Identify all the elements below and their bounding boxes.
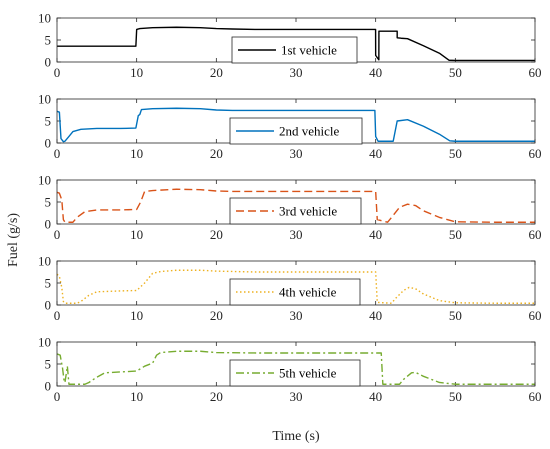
x-tick-label: 10 xyxy=(130,389,143,404)
x-tick-label: 30 xyxy=(290,227,303,242)
series-line xyxy=(56,107,535,143)
x-tick-label: 40 xyxy=(369,389,382,404)
x-tick-label: 50 xyxy=(449,146,462,161)
x-tick-label: 0 xyxy=(54,146,61,161)
y-tick-label: 5 xyxy=(45,276,52,291)
x-tick-label: 50 xyxy=(449,389,462,404)
x-tick-label: 40 xyxy=(369,227,382,242)
y-tick-label: 0 xyxy=(45,379,52,394)
y-axis-label: Fuel (g/s) xyxy=(6,213,21,267)
y-tick-label: 5 xyxy=(45,33,52,48)
y-tick-label: 10 xyxy=(38,173,51,188)
panel-2: 0 10 20 30 40 50 60 0 5 10 2nd vehicle xyxy=(38,92,542,162)
x-tick-label: 0 xyxy=(54,65,61,80)
panel-1: 0 10 20 30 40 50 60 0 5 10 1st vehicle xyxy=(38,11,542,81)
y-tick-label: 0 xyxy=(45,136,52,151)
legend: 5th vehicle xyxy=(229,359,361,387)
legend-box xyxy=(229,278,361,306)
y-tick-label: 0 xyxy=(45,217,52,232)
series-line xyxy=(56,350,535,385)
x-tick-label: 20 xyxy=(210,65,223,80)
legend-box xyxy=(231,36,358,64)
y-tick-label: 0 xyxy=(45,298,52,313)
x-tick-label: 0 xyxy=(54,389,61,404)
x-tick-label: 20 xyxy=(210,308,223,323)
x-tick-label: 60 xyxy=(529,146,542,161)
x-tick-label: 50 xyxy=(449,227,462,242)
x-tick-label: 30 xyxy=(290,65,303,80)
x-tick-label: 10 xyxy=(130,146,143,161)
series-line xyxy=(56,188,535,223)
x-tick-label: 50 xyxy=(449,308,462,323)
y-tick-label: 5 xyxy=(45,114,52,129)
x-tick-label: 30 xyxy=(290,308,303,323)
y-tick-label: 10 xyxy=(38,11,51,26)
x-tick-label: 0 xyxy=(54,308,61,323)
x-tick-label: 40 xyxy=(369,146,382,161)
legend-label: 3rd vehicle xyxy=(279,204,337,219)
x-tick-label: 10 xyxy=(130,308,143,323)
y-tick-label: 10 xyxy=(38,335,51,350)
x-tick-label: 30 xyxy=(290,389,303,404)
x-axis-label: Time (s) xyxy=(272,429,320,444)
x-tick-label: 60 xyxy=(529,65,542,80)
x-tick-label: 10 xyxy=(130,65,143,80)
x-tick-label: 20 xyxy=(210,146,223,161)
legend: 4th vehicle xyxy=(229,278,361,306)
x-tick-label: 20 xyxy=(210,389,223,404)
y-tick-label: 10 xyxy=(38,92,51,107)
x-tick-label: 20 xyxy=(210,227,223,242)
x-tick-label: 60 xyxy=(529,308,542,323)
panel-3: 0 10 20 30 40 50 60 0 5 10 3rd vehicle xyxy=(38,173,542,243)
x-tick-label: 40 xyxy=(369,65,382,80)
panel-4: 0 10 20 30 40 50 60 0 5 10 4th vehicle xyxy=(38,254,542,324)
x-tick-label: 60 xyxy=(529,389,542,404)
series-line xyxy=(57,26,535,62)
x-tick-label: 30 xyxy=(290,146,303,161)
legend: 2nd vehicle xyxy=(229,117,363,145)
legend-label: 2nd vehicle xyxy=(279,124,340,139)
legend-box xyxy=(229,359,361,387)
legend-label: 1st vehicle xyxy=(281,43,337,58)
y-tick-label: 0 xyxy=(45,55,52,70)
x-tick-label: 0 xyxy=(54,227,61,242)
y-tick-label: 10 xyxy=(38,254,51,269)
series-line xyxy=(56,269,535,304)
x-tick-label: 10 xyxy=(130,227,143,242)
legend: 3rd vehicle xyxy=(229,197,362,225)
legend-label: 5th vehicle xyxy=(279,366,337,381)
panel-5: 0 10 20 30 40 50 60 0 5 10 5th vehicle xyxy=(38,335,542,405)
x-tick-label: 40 xyxy=(369,308,382,323)
x-tick-label: 60 xyxy=(529,227,542,242)
x-tick-label: 50 xyxy=(449,65,462,80)
legend: 1st vehicle xyxy=(231,36,358,64)
y-tick-label: 5 xyxy=(45,357,52,372)
y-tick-label: 5 xyxy=(45,195,52,210)
legend-label: 4th vehicle xyxy=(279,285,337,300)
